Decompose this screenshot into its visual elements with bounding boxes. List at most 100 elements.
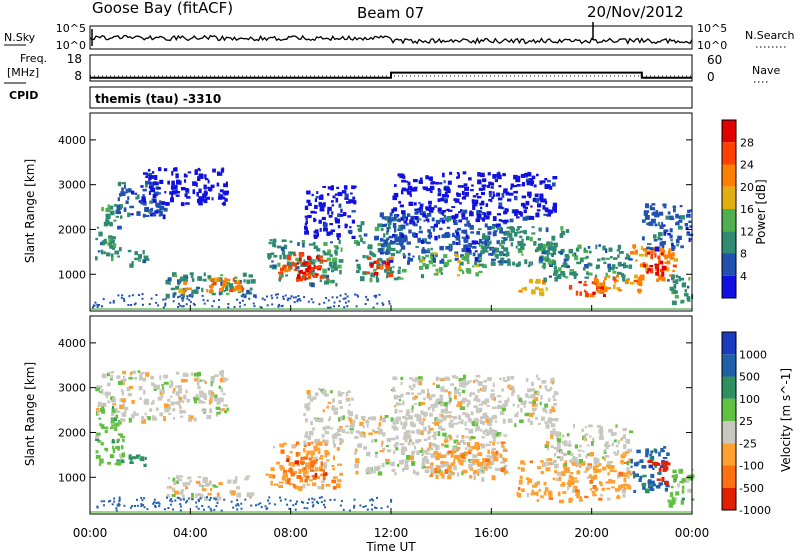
ground-scatter-cell xyxy=(182,297,185,300)
data-cell xyxy=(630,458,633,464)
data-cell xyxy=(173,401,177,405)
data-cell xyxy=(589,293,595,298)
data-cell xyxy=(187,171,192,174)
data-cell xyxy=(417,376,423,379)
data-cell xyxy=(604,455,610,458)
data-cell xyxy=(467,442,471,447)
data-cell xyxy=(300,456,306,460)
data-cell xyxy=(626,484,631,487)
data-cell xyxy=(340,208,343,213)
data-cell xyxy=(385,458,390,462)
data-cell xyxy=(210,375,215,380)
data-cell xyxy=(456,193,461,197)
data-cell xyxy=(145,372,150,377)
data-cell xyxy=(649,247,654,251)
data-cell xyxy=(278,277,281,282)
ground-scatter-cell xyxy=(118,503,121,506)
ground-scatter-cell xyxy=(209,497,212,499)
data-cell xyxy=(568,248,573,254)
data-cell xyxy=(368,432,373,436)
data-cell xyxy=(311,427,316,431)
data-cell xyxy=(168,412,172,415)
data-cell xyxy=(379,248,383,253)
data-cell xyxy=(397,395,403,398)
data-cell xyxy=(399,232,402,237)
data-cell xyxy=(441,443,445,447)
data-cell xyxy=(485,418,491,423)
ground-scatter-cell xyxy=(338,300,341,303)
data-cell xyxy=(339,269,342,275)
data-cell xyxy=(516,216,520,219)
data-cell xyxy=(209,395,215,398)
data-cell xyxy=(323,464,327,470)
data-cell xyxy=(293,268,298,271)
y-tick-label: 3000 xyxy=(58,382,86,395)
data-cell xyxy=(467,451,472,455)
noise-right-label: N.Search xyxy=(745,29,795,42)
data-cell xyxy=(109,210,115,216)
data-cell xyxy=(516,229,519,232)
data-cell xyxy=(155,191,159,195)
data-cell xyxy=(305,456,309,460)
data-cell xyxy=(334,263,337,269)
data-cell xyxy=(457,267,462,270)
data-cell xyxy=(605,248,608,253)
data-cell xyxy=(398,398,401,402)
data-cell xyxy=(510,242,513,247)
data-cell xyxy=(220,373,224,378)
data-cell xyxy=(145,183,148,188)
ground-scatter-cell xyxy=(102,298,105,301)
data-cell xyxy=(633,279,638,282)
beam-title: Beam 07 xyxy=(357,4,424,22)
data-cell xyxy=(673,258,678,262)
data-cell xyxy=(607,268,611,273)
data-cell xyxy=(394,472,397,476)
data-cell xyxy=(210,399,213,404)
data-cell xyxy=(334,407,339,411)
data-cell xyxy=(323,469,326,474)
data-cell xyxy=(570,482,575,485)
data-cell xyxy=(538,288,544,292)
data-cell xyxy=(424,469,430,473)
data-cell xyxy=(495,456,499,462)
data-cell xyxy=(477,179,482,185)
data-cell xyxy=(176,480,179,484)
data-cell xyxy=(487,466,493,469)
ground-scatter-cell xyxy=(329,306,332,309)
data-cell xyxy=(307,265,312,270)
data-cell xyxy=(649,205,653,211)
data-cell xyxy=(656,278,660,282)
data-cell xyxy=(556,449,560,453)
data-cell xyxy=(131,456,137,460)
data-cell xyxy=(500,461,506,464)
data-cell xyxy=(326,252,330,256)
data-cell xyxy=(196,375,200,381)
data-cell xyxy=(404,438,408,443)
data-cell xyxy=(470,436,476,439)
ground-scatter-cell xyxy=(292,504,295,507)
data-cell xyxy=(502,418,506,424)
data-cell xyxy=(229,283,234,288)
data-cell xyxy=(109,222,113,227)
data-cell xyxy=(454,454,459,460)
ground-scatter-cell xyxy=(378,293,381,296)
data-cell xyxy=(463,374,467,379)
data-cell xyxy=(634,274,638,279)
data-cell xyxy=(636,461,640,465)
data-cell xyxy=(304,261,309,264)
data-cell xyxy=(563,467,567,471)
data-cell xyxy=(495,247,500,253)
data-cell xyxy=(213,485,218,488)
data-cell xyxy=(533,390,538,393)
data-cell xyxy=(355,259,359,262)
data-cell xyxy=(304,403,309,409)
data-cell xyxy=(95,454,101,459)
data-cell xyxy=(470,391,472,395)
data-cell xyxy=(120,445,124,450)
data-cell xyxy=(439,454,444,459)
data-cell xyxy=(286,255,291,261)
data-cell xyxy=(481,477,485,482)
data-cell xyxy=(358,266,361,271)
data-cell xyxy=(326,405,329,409)
data-cell xyxy=(536,209,541,212)
